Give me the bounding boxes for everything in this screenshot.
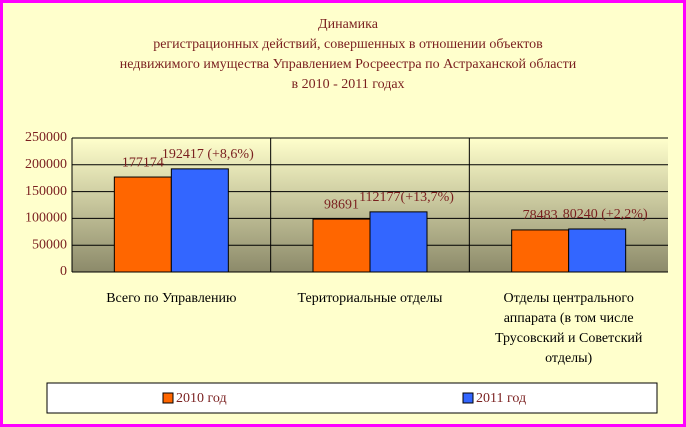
x-tick-label: Териториальные отделы xyxy=(297,291,443,306)
legend-label: 2011 год xyxy=(476,391,526,406)
legend-box xyxy=(46,382,658,414)
value-label: 98691 xyxy=(324,197,359,212)
bar xyxy=(170,168,229,273)
value-label: 78483 xyxy=(523,208,558,223)
y-tick-label: 100000 xyxy=(25,211,67,226)
value-label: 112177(+13,7%) xyxy=(359,190,454,205)
bar xyxy=(312,218,371,273)
y-tick-label: 50000 xyxy=(32,237,67,252)
legend-swatch xyxy=(462,392,474,404)
y-tick-label: 0 xyxy=(60,264,67,279)
y-tick-label: 150000 xyxy=(25,184,67,199)
chart: Динамика регистрационных действий, соверш… xyxy=(25,17,668,414)
bar xyxy=(369,211,428,273)
legend-label: 2010 год xyxy=(176,391,227,406)
bar xyxy=(511,229,570,273)
chart-title: недвижимого имущества Управлением Росрее… xyxy=(120,57,577,72)
y-tick-label: 200000 xyxy=(25,157,67,172)
y-tick-label: 250000 xyxy=(25,130,67,145)
chart-title: Динамика xyxy=(318,17,379,32)
x-tick-label: Всего по Управлению xyxy=(106,291,237,306)
legend-swatch xyxy=(162,392,174,404)
bar xyxy=(568,228,627,273)
chart-title: регистрационных действий, совершенных в … xyxy=(153,37,543,52)
value-label: 177174 xyxy=(122,155,164,170)
x-tick-label: Отделы центрального аппарата (в том числ… xyxy=(494,291,643,366)
value-label: 192417 (+8,6%) xyxy=(162,147,254,162)
value-label: 80240 (+2,2%) xyxy=(563,207,648,222)
chart-title: в 2010 - 2011 годах xyxy=(291,77,404,92)
bar xyxy=(113,176,172,273)
